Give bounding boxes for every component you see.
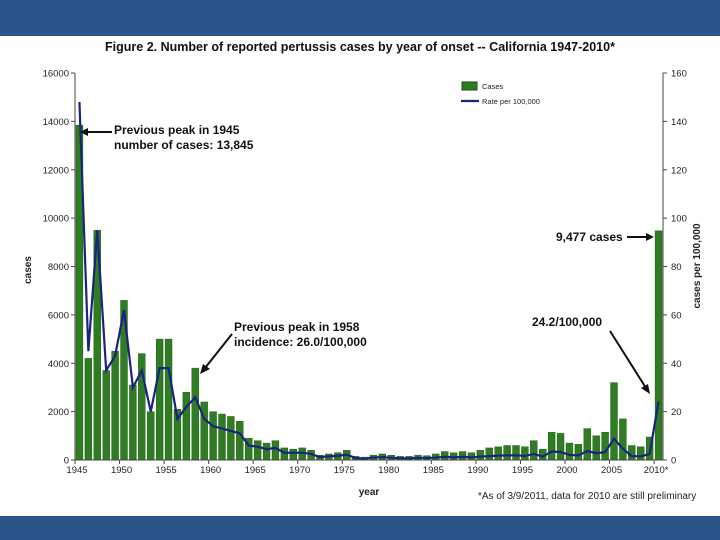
ytick-label-10000: 10000	[43, 214, 69, 225]
xtick-label-1990: 1990	[467, 465, 488, 476]
bar-1958	[191, 367, 199, 461]
annotation-1958-line1: Previous peak in 1958	[234, 320, 360, 334]
bottom-banner	[0, 516, 720, 540]
footnote: *As of 3/9/2011, data for 2010 are still…	[478, 491, 696, 502]
bar-1949	[111, 350, 119, 461]
ytick-label-6000: 6000	[48, 310, 69, 321]
annotation-1945-arrowhead	[80, 128, 88, 136]
bar-1966	[262, 442, 271, 461]
bar-1999	[556, 433, 565, 461]
y2tick-label-100: 100	[671, 214, 687, 225]
y2tick-label-140: 140	[671, 117, 687, 128]
annotation-2010-rate: 24.2/100,000	[532, 315, 602, 329]
xtick-label-1945: 1945	[66, 465, 87, 476]
bar-1996	[530, 440, 538, 461]
bar-1990	[476, 450, 485, 461]
bar-1951	[129, 384, 137, 461]
bar-1995	[521, 446, 529, 461]
bar-1992	[494, 446, 502, 461]
ytick-label-2000: 2000	[48, 407, 69, 418]
bar-1946	[84, 358, 93, 461]
ytick-label-0: 0	[64, 456, 69, 467]
xtick-label-1975: 1975	[334, 465, 355, 476]
bar-1994	[512, 445, 520, 461]
xtick-label-1995: 1995	[512, 465, 533, 476]
bar-1991	[485, 447, 493, 461]
bar-1968	[280, 447, 289, 461]
bar-1965	[253, 440, 262, 461]
ytick-label-12000: 12000	[43, 165, 69, 176]
annotation-2010-cases-arrowhead	[646, 233, 654, 241]
y2tick-label-120: 120	[671, 165, 687, 176]
bar-1957	[182, 392, 191, 461]
annotation-2010-rate-arrowhead	[641, 384, 650, 394]
annotation-1945-line2: number of cases: 13,845	[114, 138, 254, 152]
annotation-1958-arrowhead	[200, 364, 210, 374]
rate-series-line	[78, 101, 660, 460]
bar-2004	[601, 431, 609, 461]
bar-1962	[227, 416, 235, 461]
xtick-label-1970: 1970	[289, 465, 310, 476]
xtick-label-2005: 2005	[601, 465, 622, 476]
xtick-label-1965: 1965	[245, 465, 266, 476]
bar-1998	[547, 431, 556, 461]
bar-2005	[610, 382, 618, 461]
ytick-label-16000: 16000	[43, 69, 69, 80]
ytick-label-14000: 14000	[43, 117, 69, 128]
annotation-2010-rate-arrow	[609, 330, 647, 389]
xtick-label-1955: 1955	[156, 465, 177, 476]
ytick-label-8000: 8000	[48, 262, 69, 273]
annotation-1958-arrow	[204, 333, 233, 369]
bar-2008	[637, 446, 645, 461]
y2-axis-label: cases per 100,000	[692, 223, 703, 309]
bar-1955	[164, 338, 173, 461]
bar-2003	[592, 435, 600, 461]
bar-1960	[209, 411, 217, 461]
chart-title: Figure 2. Number of reported pertussis c…	[105, 40, 615, 54]
legend: Cases Rate per 100,000	[461, 81, 540, 106]
legend-rate-label: Rate per 100,000	[482, 97, 540, 106]
x-axis-label: year	[359, 487, 380, 498]
xtick-label-1985: 1985	[423, 465, 444, 476]
y2tick-label-80: 80	[671, 262, 682, 273]
bar-1954	[155, 338, 164, 461]
annotation-1958-line2: incidence: 26.0/100,000	[234, 335, 367, 349]
y2tick-label-160: 160	[671, 69, 687, 80]
bar-1961	[218, 413, 226, 461]
bar-1963	[236, 421, 244, 461]
bar-1948	[102, 370, 110, 461]
y2tick-label-0: 0	[671, 456, 676, 467]
bar-2002	[583, 428, 591, 461]
bar-2010	[654, 230, 663, 461]
xtick-label-2010: 2010*	[644, 465, 669, 476]
y-axis-label: cases	[23, 256, 34, 284]
bar-1993	[503, 445, 511, 461]
bar-1953	[147, 411, 155, 461]
xtick-label-1950: 1950	[111, 465, 132, 476]
y2tick-label-20: 20	[671, 407, 682, 418]
annotation-1945-line1: Previous peak in 1945	[114, 123, 240, 137]
xtick-label-2000: 2000	[556, 465, 577, 476]
y2tick-label-40: 40	[671, 359, 682, 370]
legend-cases-label: Cases	[482, 82, 504, 91]
bar-2006	[619, 418, 627, 461]
legend-cases-swatch	[461, 81, 478, 91]
annotation-2010-cases: 9,477 cases	[556, 230, 623, 244]
ytick-label-4000: 4000	[48, 359, 69, 370]
xtick-label-1960: 1960	[200, 465, 221, 476]
xtick-label-1980: 1980	[378, 465, 399, 476]
bar-2001	[574, 444, 583, 461]
bar-1969	[289, 448, 297, 461]
top-banner	[0, 0, 720, 36]
y2tick-label-60: 60	[671, 310, 682, 321]
bar-2000	[565, 442, 574, 461]
